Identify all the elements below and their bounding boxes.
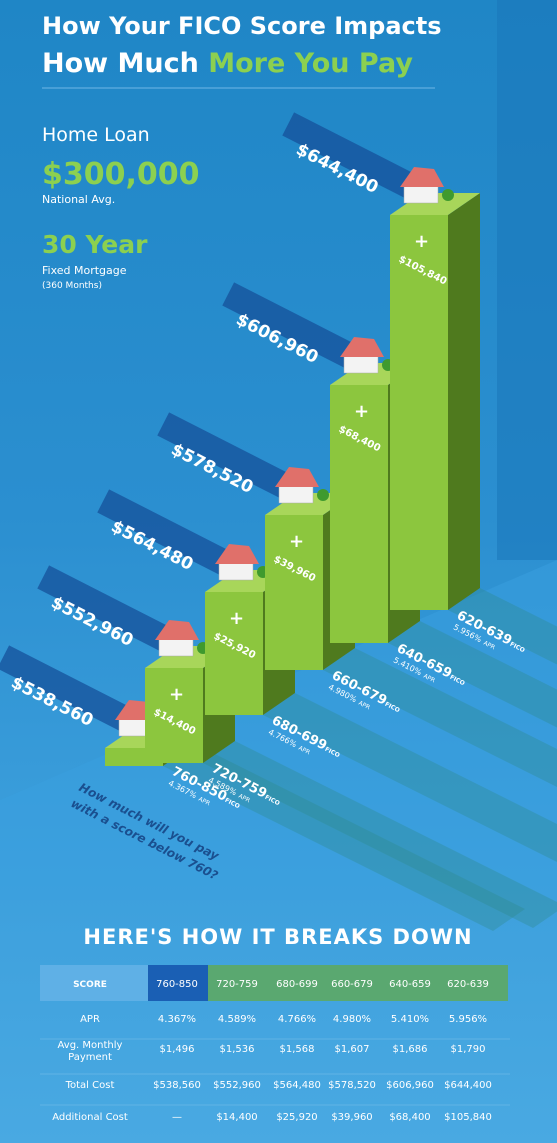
total-band bbox=[157, 412, 303, 504]
house-roof bbox=[340, 337, 384, 357]
apr-label: APR bbox=[297, 745, 311, 757]
apr-label: APR bbox=[422, 673, 436, 685]
header-cell: 620-639 bbox=[447, 979, 489, 990]
score-strip bbox=[448, 588, 557, 665]
house-roof bbox=[215, 544, 259, 564]
cell: — bbox=[172, 1112, 182, 1123]
row-label: Avg. Monthly Payment bbox=[58, 1040, 123, 1063]
score-strip bbox=[388, 621, 557, 728]
apr-label: APR bbox=[357, 700, 371, 712]
header-band bbox=[40, 965, 150, 1001]
score-strip bbox=[203, 741, 557, 928]
plus-sign: + bbox=[289, 531, 304, 552]
bar-front bbox=[390, 215, 448, 610]
header-cell: 660-679 bbox=[331, 979, 373, 990]
apr-label: APR bbox=[482, 640, 496, 652]
cell: $564,480 bbox=[273, 1080, 321, 1091]
cell: 4.766% bbox=[278, 1014, 316, 1025]
house-roof bbox=[275, 467, 319, 487]
loan-term: 30 Year bbox=[42, 230, 148, 259]
bar-side bbox=[448, 193, 480, 610]
cell: $538,560 bbox=[153, 1080, 201, 1091]
title-part: How Much bbox=[42, 48, 199, 79]
cell: $14,400 bbox=[216, 1112, 257, 1123]
plus-sign: + bbox=[229, 608, 244, 629]
house-body bbox=[343, 354, 379, 374]
term-note: Fixed Mortgage bbox=[42, 264, 127, 277]
header-cell: 760-850 bbox=[156, 979, 198, 990]
cell: 5.410% bbox=[391, 1014, 429, 1025]
title-line1: How Your FICO Score Impacts bbox=[42, 12, 442, 40]
loan-note: National Avg. bbox=[42, 193, 115, 206]
plus-sign: + bbox=[169, 684, 184, 705]
header-sel bbox=[148, 965, 208, 1001]
cell: 4.589% bbox=[218, 1014, 256, 1025]
total-band bbox=[282, 112, 428, 204]
total-band bbox=[97, 489, 243, 581]
cell: $606,960 bbox=[386, 1080, 434, 1091]
cell: 4.980% bbox=[333, 1014, 371, 1025]
tree bbox=[442, 189, 454, 201]
apr-label: APR bbox=[197, 796, 211, 808]
score-strip bbox=[323, 648, 557, 787]
bar-front bbox=[145, 668, 203, 763]
bar-front bbox=[205, 592, 263, 715]
apr-label: APR bbox=[237, 793, 251, 805]
cell: 4.367% bbox=[158, 1014, 196, 1025]
row-label-part: Avg. Monthly bbox=[58, 1040, 123, 1051]
term-months: (360 Months) bbox=[42, 281, 102, 291]
cell: $1,607 bbox=[335, 1044, 370, 1055]
table-heading: HERE'S HOW IT BREAKS DOWN bbox=[83, 925, 472, 949]
floor bbox=[0, 560, 557, 900]
house-body bbox=[278, 484, 314, 504]
header-green bbox=[208, 965, 508, 1001]
loan-type: Home Loan bbox=[42, 124, 150, 146]
cell: $644,400 bbox=[444, 1080, 492, 1091]
header-cell: 640-659 bbox=[389, 979, 431, 990]
bar-top bbox=[390, 193, 480, 215]
title-highlight: More You Pay bbox=[208, 48, 413, 79]
total-band bbox=[222, 282, 368, 374]
row-label: Additional Cost bbox=[52, 1112, 128, 1123]
cell: $68,400 bbox=[389, 1112, 430, 1123]
cell: $1,536 bbox=[220, 1044, 255, 1055]
row-label-part: Payment bbox=[68, 1052, 112, 1063]
house-roof bbox=[400, 167, 444, 187]
header-cell: 720-759 bbox=[216, 979, 258, 990]
bar-front bbox=[265, 515, 323, 670]
right-wall bbox=[497, 0, 557, 560]
total-band bbox=[0, 645, 143, 737]
total-band bbox=[37, 565, 183, 657]
house-body bbox=[218, 561, 254, 581]
cell: $105,840 bbox=[444, 1112, 492, 1123]
cell: $1,790 bbox=[451, 1044, 486, 1055]
cell: $1,496 bbox=[160, 1044, 195, 1055]
title-line2: How Much More You Pay bbox=[42, 48, 413, 79]
cell: $39,960 bbox=[331, 1112, 372, 1123]
cell: $25,920 bbox=[276, 1112, 317, 1123]
house-body bbox=[158, 637, 194, 657]
cell: 5.956% bbox=[449, 1014, 487, 1025]
tree bbox=[317, 489, 329, 501]
row-label: Total Cost bbox=[65, 1080, 115, 1091]
bar-front bbox=[330, 385, 388, 643]
house-roof bbox=[155, 620, 199, 640]
house-body bbox=[403, 184, 439, 204]
cell: $1,568 bbox=[280, 1044, 315, 1055]
plus-sign: + bbox=[354, 401, 369, 422]
header-cell: SCORE bbox=[73, 980, 107, 990]
cell: $1,686 bbox=[393, 1044, 428, 1055]
row-label: APR bbox=[80, 1014, 100, 1025]
plus-sign: + bbox=[414, 231, 429, 252]
cell: $552,960 bbox=[213, 1080, 261, 1091]
cell: $578,520 bbox=[328, 1080, 376, 1091]
score-strip bbox=[263, 693, 557, 862]
header-cell: 680-699 bbox=[276, 979, 318, 990]
score-strip bbox=[163, 744, 525, 931]
loan-amount: $300,000 bbox=[42, 157, 200, 192]
